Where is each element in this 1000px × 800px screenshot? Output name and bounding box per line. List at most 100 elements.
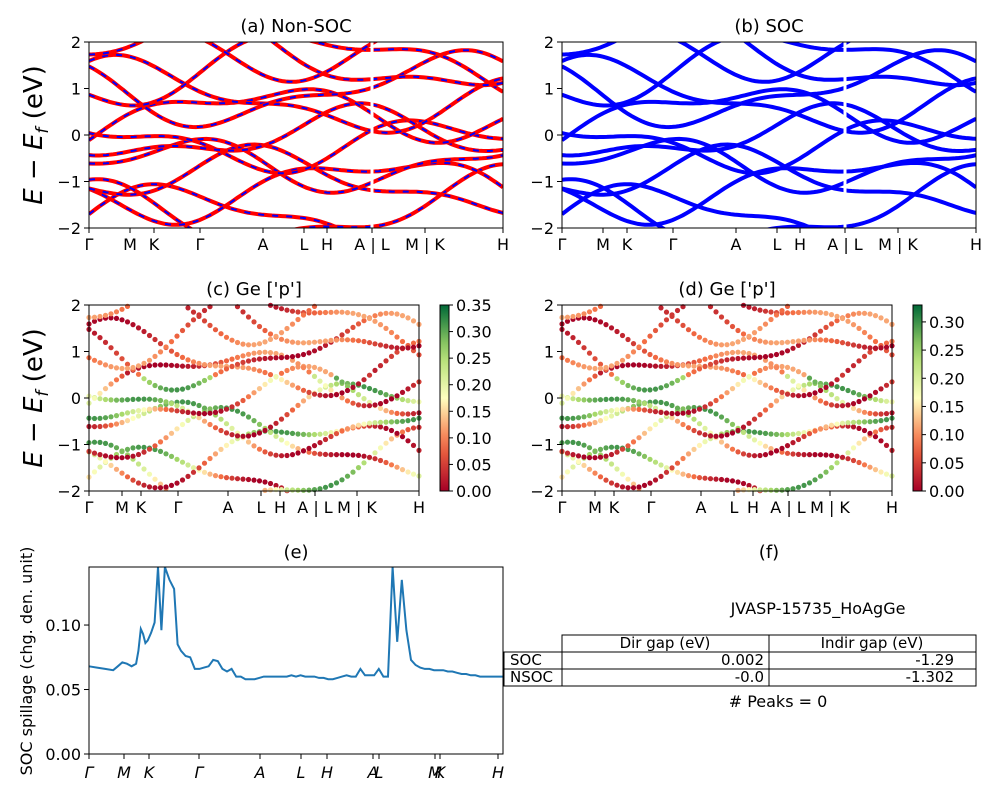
colorbar-tick-label: 0.05	[929, 454, 965, 473]
projection-point	[201, 405, 208, 411]
projection-point	[97, 464, 103, 470]
projection-point	[141, 444, 147, 450]
projection-point	[652, 409, 659, 415]
material-id: JVASP-15735_HoAgGe	[730, 599, 906, 619]
projection-point	[735, 427, 741, 433]
projection-point	[823, 324, 829, 330]
projection-point	[377, 390, 384, 396]
x-tick-label: L	[375, 763, 384, 782]
projection-point	[168, 387, 175, 393]
projection-point	[658, 385, 664, 391]
projection-point	[130, 322, 136, 328]
projection-point	[300, 431, 307, 437]
projection-point	[267, 487, 274, 493]
projection-point	[614, 396, 620, 402]
projection-point	[806, 375, 813, 381]
projection-point	[680, 455, 686, 462]
projection-point	[773, 312, 780, 318]
projection-point	[405, 345, 411, 351]
projection-point	[784, 373, 791, 379]
projection-point	[718, 358, 725, 364]
projection-point	[146, 332, 153, 339]
projection-point	[361, 421, 367, 427]
y-tick-label: −1	[530, 436, 554, 455]
y-tick-label: 1	[544, 343, 554, 362]
projection-point	[729, 386, 736, 392]
projection-point	[817, 387, 824, 394]
projection-point	[680, 471, 686, 477]
projection-point	[779, 369, 785, 375]
projection-point	[322, 393, 329, 399]
band-line	[562, 162, 976, 228]
projection-point	[850, 419, 857, 425]
projection-point	[383, 343, 389, 349]
projection-point	[146, 379, 153, 385]
projection-point	[636, 344, 642, 350]
colorbar-tick-label: 0.00	[929, 482, 965, 501]
band-line	[562, 42, 976, 108]
projection-point	[157, 341, 164, 347]
projection-point	[267, 331, 274, 337]
projection-point	[223, 358, 230, 364]
projection-point	[630, 349, 637, 355]
projection-point	[399, 345, 406, 351]
projection-point	[674, 377, 681, 384]
x-tick-label: A	[696, 498, 707, 517]
projection-point	[311, 348, 318, 354]
projection-point	[641, 387, 648, 393]
projection-point	[152, 353, 158, 359]
projection-point	[806, 309, 813, 315]
projection-point	[724, 350, 730, 356]
projection-point	[119, 470, 125, 476]
table-row-label: NSOC	[510, 668, 553, 686]
panel-b-bands	[562, 42, 976, 228]
projection-point	[229, 432, 235, 438]
projection-point	[119, 448, 125, 454]
projection-point	[328, 430, 334, 436]
projection-point	[740, 350, 747, 356]
projection-point	[647, 363, 653, 369]
projection-point	[757, 338, 763, 344]
x-tick-label: H	[413, 498, 425, 517]
projection-point	[768, 446, 774, 452]
projection-point	[355, 392, 362, 398]
projection-point	[278, 377, 285, 383]
projection-point	[592, 317, 598, 323]
projection-point	[564, 424, 571, 430]
projection-point	[625, 443, 631, 449]
projection-point	[630, 448, 637, 454]
x-tick-label: Γ	[174, 498, 183, 517]
projection-point	[97, 360, 103, 366]
projection-point	[729, 421, 736, 427]
projection-point	[691, 359, 697, 365]
panel-c-points	[86, 302, 422, 494]
projection-point	[91, 314, 98, 320]
projection-point	[388, 344, 395, 350]
projection-point	[102, 459, 109, 465]
projection-point	[883, 398, 890, 404]
band-line	[562, 182, 976, 228]
projection-point	[240, 476, 246, 482]
projection-point	[817, 473, 824, 479]
projection-point	[333, 480, 340, 486]
projection-point	[130, 396, 136, 402]
panel-e-ylabel: SOC spillage (chg. den. unit)	[17, 547, 36, 776]
projection-point	[91, 357, 98, 363]
projection-point	[278, 355, 285, 361]
projection-point	[867, 311, 873, 317]
projection-point	[146, 471, 153, 477]
projection-point	[262, 427, 268, 433]
projection-point	[322, 383, 329, 389]
x-tick-label: H	[321, 235, 333, 254]
projection-point	[229, 356, 235, 362]
projection-point	[273, 433, 279, 439]
projection-point	[801, 337, 807, 343]
projection-point	[707, 361, 714, 367]
projection-point	[405, 469, 411, 475]
projection-point	[828, 402, 835, 408]
projection-point	[702, 404, 708, 410]
y-tick-label: 1	[544, 80, 554, 99]
projection-point	[388, 462, 395, 468]
projection-point	[718, 342, 725, 348]
